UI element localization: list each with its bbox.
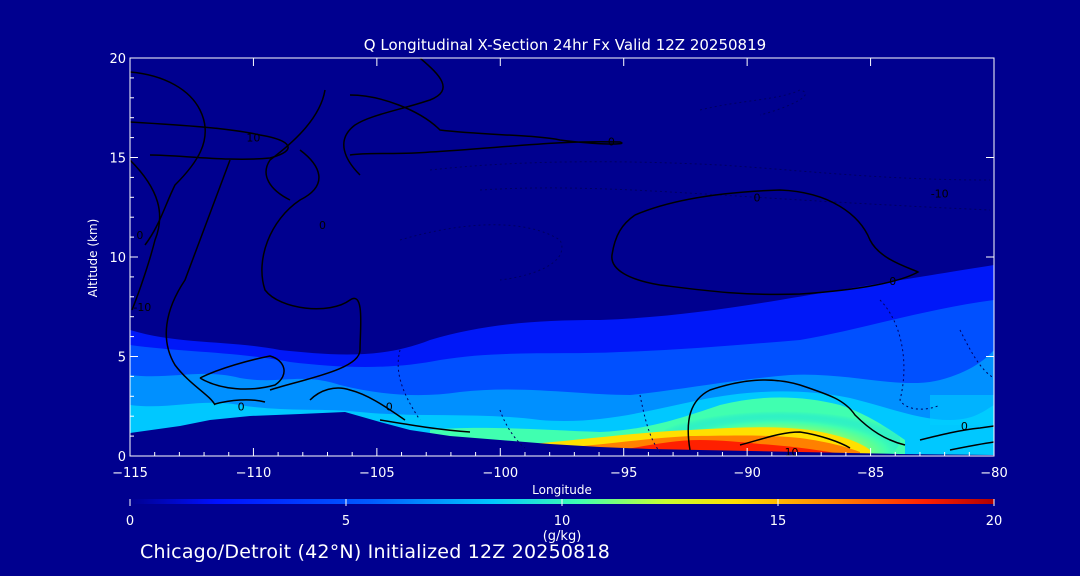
contour-label: 0 (754, 191, 761, 204)
y-axis-label: Altitude (km) (86, 219, 100, 298)
x-tick-label: −80 (980, 466, 1007, 481)
contour-label: 0 (238, 400, 245, 413)
contour-line (611, 189, 920, 296)
contour-line (919, 425, 994, 441)
contour-line (349, 94, 623, 156)
contour-label: 0 (608, 136, 615, 149)
y-tick-label: 15 (109, 152, 126, 167)
colorbar-tick-label: 5 (342, 514, 350, 529)
dashed-contour (397, 349, 421, 421)
dashed-contour (639, 394, 661, 453)
contour-line (199, 355, 285, 390)
dashed-contour (699, 89, 806, 116)
dashed-contour (479, 187, 991, 211)
x-tick-label: −100 (482, 466, 518, 481)
x-tick-label: −115 (112, 466, 148, 481)
y-tick-label: 0 (118, 450, 126, 465)
chart-title: Q Longitudinal X-Section 24hr Fx Valid 1… (364, 36, 766, 54)
contour-label: 0 (319, 219, 326, 232)
colorbar-tick-label: 0 (126, 514, 134, 529)
x-tick-label: −85 (857, 466, 884, 481)
contour-line (265, 89, 326, 201)
contour-line (214, 399, 266, 405)
dashed-contour (429, 161, 991, 181)
x-tick-label: −95 (610, 466, 637, 481)
y-tick-label: 5 (118, 351, 126, 366)
colorbar-tick-label: 10 (554, 514, 571, 529)
contour-line (343, 58, 444, 176)
contour-line (261, 149, 362, 391)
colorbar-ticks: 0 5 10 15 20 (126, 499, 1002, 529)
contour-label: 0 (386, 400, 393, 413)
contour-label: 10 (246, 132, 260, 145)
contour-line (130, 159, 161, 311)
contour-line (739, 431, 851, 449)
contour-line (130, 71, 206, 246)
contour-label: 0 (889, 275, 896, 288)
x-tick-label: −110 (236, 466, 272, 481)
contour-label: -10 (931, 187, 949, 200)
dashed-contour (879, 299, 941, 410)
terrain (130, 412, 994, 456)
x-axis-label: Longitude (532, 483, 592, 497)
bright-blue-north (930, 395, 994, 425)
x-axis: −115 −110 −105 −100 −95 −90 −85 −80 (112, 58, 1008, 481)
contour-line (309, 387, 406, 421)
x-tick-label: −105 (359, 466, 395, 481)
contour-line (165, 159, 231, 406)
contour-line (687, 379, 906, 451)
y-tick-label: 10 (109, 251, 126, 266)
contour-line (379, 419, 471, 433)
contour-label: -10 (133, 301, 151, 314)
x-tick-label: −90 (733, 466, 760, 481)
init-footer: Chicago/Detroit (42°N) Initialized 12Z 2… (140, 541, 611, 563)
y-tick-label: 20 (109, 52, 126, 67)
solid-contours (130, 58, 994, 451)
colorbar-tick-label: 15 (770, 514, 787, 529)
colorbar-unit-label: (g/kg) (543, 529, 582, 544)
contour-label: 0 (136, 229, 143, 242)
dashed-contour (959, 329, 994, 379)
colorbar-tick-label: 20 (986, 514, 1003, 529)
dashed-contour (399, 224, 563, 281)
contour-label: 0 (961, 420, 968, 433)
contour-line (949, 441, 994, 451)
y-axis: 0 5 10 15 20 (109, 52, 994, 465)
contour-line (130, 121, 289, 160)
